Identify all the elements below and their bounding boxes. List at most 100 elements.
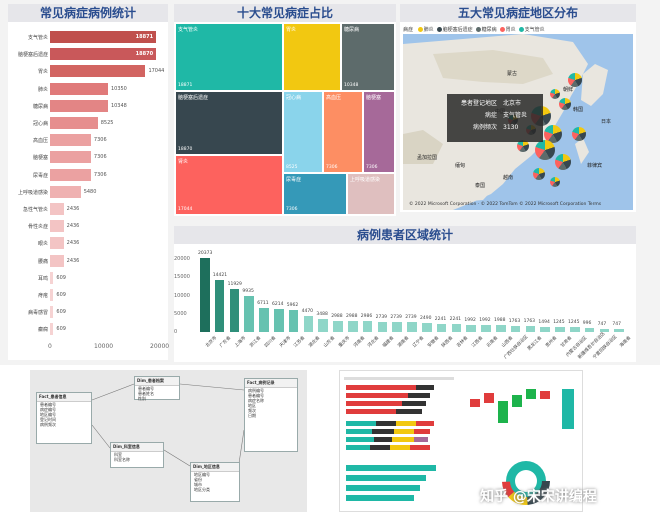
bar[interactable] xyxy=(50,289,54,301)
bar[interactable] xyxy=(50,151,91,164)
map-place-label: 缅甸 xyxy=(455,163,466,169)
bar-row[interactable]: 耳鸣 609 xyxy=(8,271,168,285)
region-bar[interactable] xyxy=(481,324,491,332)
bar-row[interactable]: 病毒感冒 609 xyxy=(8,305,168,319)
treemap-cell[interactable]: 肾炎 17044 xyxy=(176,156,282,214)
region-bar[interactable] xyxy=(200,257,210,332)
bar-row[interactable]: 糖尿病 10348 xyxy=(8,99,168,113)
region-bar[interactable] xyxy=(333,321,343,332)
bar[interactable] xyxy=(50,99,108,112)
region-bar[interactable] xyxy=(303,315,314,332)
region-bar[interactable] xyxy=(392,322,402,332)
bar[interactable] xyxy=(50,117,98,129)
bar-row[interactable]: 骨性炎症 2436 xyxy=(8,219,168,233)
treemap-cell[interactable]: 糖尿病 10348 xyxy=(342,24,394,90)
region-bar[interactable] xyxy=(570,327,580,332)
bar-row[interactable]: 脑梗塞后遗症 18870 xyxy=(8,47,168,61)
top10-disease-treemap[interactable]: 十大常见病症占比 支气管炎 18871 胃炎 糖尿病 10348 脑梗塞后遗症 18870 冠… xyxy=(174,4,396,216)
treemap-cell[interactable]: 脑梗塞后遗症 18870 xyxy=(176,92,282,154)
region-bar[interactable] xyxy=(496,324,506,332)
map-pie-marker[interactable] xyxy=(550,177,560,187)
region-bar[interactable] xyxy=(599,329,610,332)
bar[interactable] xyxy=(50,306,54,319)
bar-row[interactable]: 脑梗塞 7306 xyxy=(8,150,168,164)
region-bar[interactable] xyxy=(466,324,476,332)
region-bar[interactable] xyxy=(540,326,550,332)
map-canvas[interactable]: 蒙古中国日本韩国朝鲜缅甸泰国越南菲律宾孟加拉国 患者登记地区北京市病症支气管炎病… xyxy=(403,34,633,210)
map-pie-marker[interactable] xyxy=(535,140,555,160)
map-pie-marker[interactable] xyxy=(555,154,571,170)
region-bar[interactable] xyxy=(614,329,624,332)
region-bar[interactable] xyxy=(259,307,269,332)
region-bar[interactable] xyxy=(244,295,254,332)
bar-row[interactable]: 肺炎 10350 xyxy=(8,82,168,96)
model-table-card[interactable]: Fact_病例记录 病例编号 患者编号 病症名称 地区 频次 日期 xyxy=(244,378,298,452)
bar-row[interactable]: 尿毒症 7306 xyxy=(8,168,168,182)
bar[interactable] xyxy=(50,168,91,181)
bar[interactable] xyxy=(50,48,156,61)
treemap-cell[interactable]: 支气管炎 18871 xyxy=(176,24,282,90)
treemap-cell[interactable]: 上呼吸道感染 xyxy=(348,174,394,214)
region-bar-value: 2739 xyxy=(405,315,417,321)
data-model-view[interactable]: Fact_患者信息 患者编号 病症编号 地区编号 登记时间 病例频次 Dim_患者档案 患者编… xyxy=(30,370,307,512)
region-bar[interactable] xyxy=(584,328,595,332)
region-bar[interactable] xyxy=(555,327,565,332)
bar[interactable] xyxy=(50,134,91,147)
region-bar[interactable] xyxy=(274,309,284,332)
treemap-cell[interactable]: 冠心病 8525 xyxy=(284,92,322,172)
region-bar[interactable] xyxy=(451,323,462,332)
bar[interactable] xyxy=(50,82,108,95)
region-bar[interactable] xyxy=(422,322,432,332)
region-bar[interactable] xyxy=(362,321,373,332)
bar-row[interactable]: 急性气管炎 2436 xyxy=(8,202,168,216)
region-bar[interactable] xyxy=(229,288,240,332)
bar[interactable] xyxy=(50,220,64,233)
disease-case-bar-chart[interactable]: 常见病症病例统计 支气管炎 18871 脑梗塞后遗症 18870 胃炎 17044 肺炎 10… xyxy=(8,4,169,360)
region-bar[interactable] xyxy=(214,279,225,332)
treemap-cell[interactable]: 胃炎 xyxy=(284,24,340,90)
model-table-card[interactable]: Dim_地区信息 地区编号 省份 城市 地区分类 xyxy=(190,462,240,502)
model-table-card[interactable]: Dim_患者档案 患者编号 患者姓名 性别 xyxy=(134,376,180,401)
map-pie-marker[interactable] xyxy=(568,73,582,87)
map-pie-marker[interactable] xyxy=(533,168,545,180)
bar[interactable] xyxy=(50,203,64,215)
region-bar[interactable] xyxy=(348,321,358,332)
map-pie-marker[interactable] xyxy=(559,98,571,110)
region-bar[interactable] xyxy=(377,322,388,332)
bar-row[interactable]: 痔疮 609 xyxy=(8,288,168,302)
model-table-field: 地区编号 xyxy=(194,472,210,477)
bar-row[interactable]: 高血压 7306 xyxy=(8,133,168,147)
region-bar[interactable] xyxy=(288,310,299,332)
region-bar[interactable] xyxy=(407,322,417,332)
bar[interactable] xyxy=(50,271,54,284)
treemap-cell[interactable]: 尿毒症 7306 xyxy=(284,174,346,214)
region-bar[interactable] xyxy=(318,319,328,332)
bar[interactable] xyxy=(50,237,64,250)
bar-row[interactable]: 腰痛 2436 xyxy=(8,254,168,268)
bar-row[interactable]: 上呼吸道感染 5480 xyxy=(8,185,168,199)
report-thumbnail[interactable] xyxy=(339,370,583,512)
bar[interactable] xyxy=(50,185,81,198)
treemap-cell[interactable]: 脑梗塞 7306 xyxy=(364,92,394,172)
map-pie-marker[interactable] xyxy=(550,89,560,99)
treemap-cell[interactable]: 高血压 7306 xyxy=(324,92,362,172)
map-pie-marker[interactable] xyxy=(544,125,562,143)
bar[interactable] xyxy=(50,31,156,43)
region-patient-bar-chart[interactable]: 病例患者区域统计 20000 15000 10000 5000 0 20373 北京市 14… xyxy=(174,226,636,362)
bar-row[interactable]: 眼炎 2436 xyxy=(8,236,168,250)
bar-row[interactable]: 冠心病 8525 xyxy=(8,116,168,130)
bar-row[interactable]: 胃炎 17044 xyxy=(8,64,168,78)
bar[interactable] xyxy=(50,254,64,267)
map-pie-marker[interactable] xyxy=(517,140,529,152)
region-bar[interactable] xyxy=(436,323,447,332)
bar[interactable] xyxy=(50,65,146,78)
region-bar[interactable] xyxy=(510,325,521,332)
bar-row[interactable]: 癫痫 609 xyxy=(8,322,168,336)
region-bar[interactable] xyxy=(525,325,536,332)
model-table-card[interactable]: Fact_患者信息 患者编号 病症编号 地区编号 登记时间 病例频次 xyxy=(36,392,92,444)
bar[interactable] xyxy=(50,323,54,336)
bar-row[interactable]: 支气管炎 18871 xyxy=(8,30,168,44)
model-table-card[interactable]: Dim_科室信息 科室 科室名称 xyxy=(110,442,164,468)
map-pie-marker[interactable] xyxy=(572,127,586,141)
